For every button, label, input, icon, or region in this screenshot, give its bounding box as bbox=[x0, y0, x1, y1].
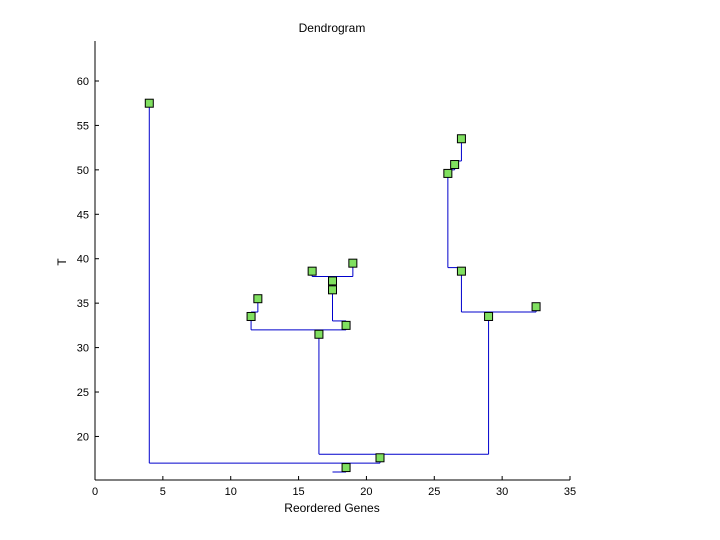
dendrogram-node bbox=[456, 134, 466, 144]
x-tick-label: 0 bbox=[92, 486, 98, 498]
x-tick-label: 25 bbox=[428, 486, 440, 498]
y-tick-label: 35 bbox=[77, 298, 89, 310]
dendrogram-node bbox=[144, 98, 154, 108]
x-axis-title: Reordered Genes bbox=[284, 501, 379, 515]
dendrogram-node bbox=[456, 266, 466, 276]
dendrogram-nodes bbox=[144, 98, 541, 473]
dendrogram-node bbox=[375, 453, 385, 463]
dendrogram-node bbox=[314, 329, 324, 339]
x-tick-label: 30 bbox=[496, 486, 508, 498]
axes bbox=[94, 41, 570, 481]
y-tick-label: 20 bbox=[77, 431, 89, 443]
dendrogram-node bbox=[253, 294, 263, 304]
y-tick-label: 30 bbox=[77, 343, 89, 355]
dendrogram-node bbox=[341, 320, 351, 330]
dendrogram-node bbox=[341, 463, 351, 473]
y-tick-label: 45 bbox=[77, 209, 89, 221]
y-tick-label: 60 bbox=[77, 76, 89, 88]
y-tick-label: 55 bbox=[77, 120, 89, 132]
dendrogram-links bbox=[148, 103, 537, 473]
x-tick-label: 15 bbox=[292, 486, 304, 498]
y-tick-label: 50 bbox=[77, 165, 89, 177]
x-tick-label: 5 bbox=[160, 486, 166, 498]
y-tick-label: 40 bbox=[77, 254, 89, 266]
x-tick-label: 20 bbox=[360, 486, 372, 498]
dendrogram-node bbox=[307, 266, 317, 276]
x-tick-label: 10 bbox=[225, 486, 237, 498]
dendrogram-node bbox=[328, 276, 337, 286]
dendrogram-node bbox=[531, 302, 541, 312]
chart-title: Dendrogram bbox=[299, 21, 366, 35]
dendrogram-node bbox=[348, 258, 358, 268]
y-axis-title: T bbox=[55, 258, 69, 266]
dendrogram-node bbox=[328, 285, 337, 295]
dendrogram-node bbox=[484, 311, 494, 321]
x-ticks: 0 5 10 15 20 25 30 35 bbox=[92, 476, 576, 498]
dendrogram-node bbox=[450, 160, 460, 170]
dendrogram-node bbox=[443, 168, 453, 178]
y-tick-label: 25 bbox=[77, 387, 89, 399]
dendrogram-node bbox=[246, 311, 256, 321]
x-tick-label: 35 bbox=[564, 486, 576, 498]
y-ticks: 20 25 30 35 40 45 50 55 60 bbox=[77, 76, 99, 443]
